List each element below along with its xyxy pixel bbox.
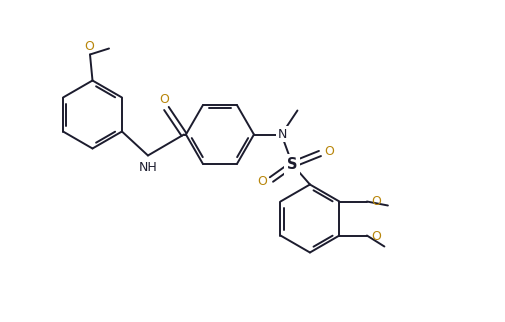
Text: O: O: [258, 175, 267, 188]
Text: NH: NH: [139, 161, 158, 174]
Text: O: O: [84, 40, 94, 53]
Text: O: O: [160, 93, 169, 106]
Text: O: O: [324, 145, 334, 158]
Text: O: O: [371, 194, 381, 207]
Text: S: S: [287, 157, 297, 172]
Text: N: N: [278, 128, 287, 140]
Text: O: O: [371, 230, 381, 242]
